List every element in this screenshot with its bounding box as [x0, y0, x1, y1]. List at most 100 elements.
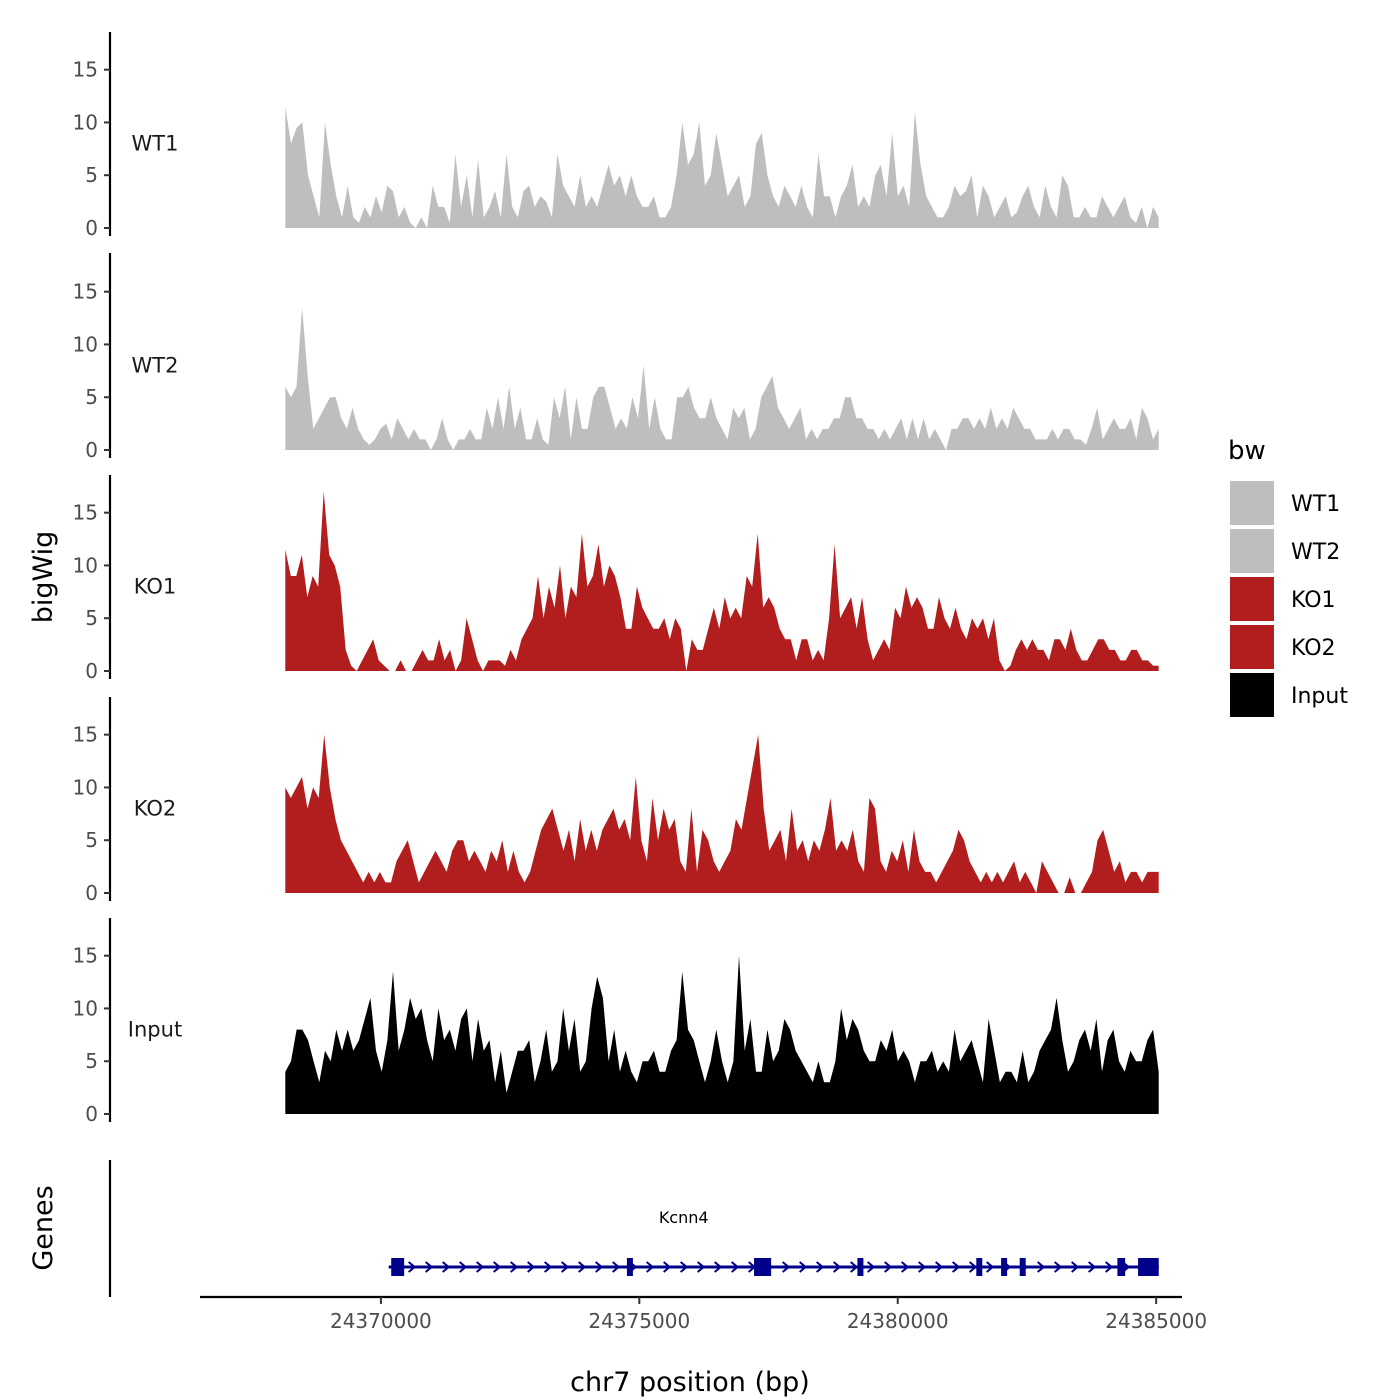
strand-arrow	[935, 1261, 944, 1273]
strand-arrow	[731, 1261, 740, 1273]
strand-arrow	[697, 1261, 706, 1273]
gene-track: Genes Kcnn4	[28, 1160, 1159, 1297]
strand-arrow	[493, 1261, 502, 1273]
strand-arrow	[901, 1261, 910, 1273]
strand-arrow	[799, 1261, 808, 1273]
strand-arrow	[714, 1261, 723, 1273]
y-tick-label: 10	[73, 996, 98, 1020]
strand-arrow	[1037, 1261, 1046, 1273]
legend-label-ko1: KO1	[1291, 588, 1336, 613]
x-tick-label: 24380000	[847, 1309, 949, 1333]
track-wt1: 0 5 10 15 WT1	[73, 32, 1159, 240]
strand-arrow	[578, 1261, 587, 1273]
x-tick-label: 24370000	[330, 1309, 432, 1333]
y-tick-label: 15	[73, 280, 98, 304]
bigwig-tracks: 0 5 10 15 WT1 0 5 10 15 WT2 0 5 10 15 KO1 0 5 10 15 KO2 0 5 10…	[73, 32, 1159, 1126]
y-tick-label: 15	[73, 723, 98, 747]
coverage-area-wt1	[285, 106, 1159, 228]
legend-title: bw	[1228, 436, 1266, 466]
strand-arrow	[1071, 1261, 1080, 1273]
coverage-area-ko1	[285, 491, 1159, 671]
strand-arrow	[952, 1261, 961, 1273]
x-tick-label: 24385000	[1105, 1309, 1207, 1333]
track-input: 0 5 10 15 Input	[73, 918, 1159, 1126]
strand-arrow	[969, 1261, 978, 1273]
strand-arrow	[408, 1261, 417, 1273]
legend-label-wt2: WT2	[1291, 540, 1340, 565]
y-tick-label: 5	[85, 1049, 98, 1073]
strand-arrow	[867, 1261, 876, 1273]
legend-swatch-wt2	[1230, 529, 1274, 573]
strand-arrow	[884, 1261, 893, 1273]
strand-arrow	[663, 1261, 672, 1273]
legend-label-ko2: KO2	[1291, 636, 1336, 661]
strand-arrow	[527, 1261, 536, 1273]
exon	[857, 1258, 864, 1276]
legend: bw WT1 WT2 KO1 KO2 Input	[1228, 436, 1348, 717]
legend-swatch-ko2	[1230, 625, 1274, 669]
strand-arrow	[442, 1261, 451, 1273]
track-ko2: 0 5 10 15 KO2	[73, 697, 1159, 905]
strand-arrow	[544, 1261, 553, 1273]
track-label: Input	[128, 1018, 182, 1042]
gene-track-title: Genes	[28, 1185, 59, 1270]
track-ko1: 0 5 10 15 KO1	[73, 475, 1159, 683]
exon	[1117, 1258, 1126, 1276]
strand-arrow	[1105, 1261, 1114, 1273]
y-tick-label: 15	[73, 58, 98, 82]
y-tick-label: 0	[85, 659, 98, 683]
strand-arrow	[459, 1261, 468, 1273]
strand-arrow	[476, 1261, 485, 1273]
track-label: KO1	[134, 575, 177, 599]
y-tick-label: 10	[73, 775, 98, 799]
strand-arrow	[510, 1261, 519, 1273]
strand-arrow	[425, 1261, 434, 1273]
strand-arrow	[850, 1261, 859, 1273]
track-label: WT2	[132, 354, 179, 378]
strand-arrow	[646, 1261, 655, 1273]
coverage-area-input	[285, 955, 1159, 1114]
legend-swatch-ko1	[1230, 577, 1274, 621]
strand-arrow	[816, 1261, 825, 1273]
strand-arrow	[918, 1261, 927, 1273]
y-tick-label: 0	[85, 881, 98, 905]
y-tick-label: 15	[73, 501, 98, 525]
x-axis: 24370000 24375000 24380000 24385000	[200, 1295, 1207, 1333]
y-tick-label: 0	[85, 438, 98, 462]
y-tick-label: 15	[73, 944, 98, 968]
y-tick-label: 5	[85, 606, 98, 630]
exon	[1019, 1258, 1026, 1276]
strand-arrow	[680, 1261, 689, 1273]
exon	[391, 1258, 405, 1276]
legend-swatch-input	[1230, 673, 1274, 717]
y-tick-label: 10	[73, 332, 98, 356]
exon	[976, 1258, 983, 1276]
track-label: WT1	[132, 132, 179, 156]
exon	[626, 1258, 633, 1276]
y-tick-label: 10	[73, 553, 98, 577]
y-tick-label: 0	[85, 216, 98, 240]
x-axis-title: chr7 position (bp)	[570, 1367, 810, 1398]
x-tick-label: 24375000	[588, 1309, 690, 1333]
track-label: KO2	[134, 797, 177, 821]
strand-arrow	[612, 1261, 621, 1273]
y-tick-label: 5	[85, 385, 98, 409]
exon	[1138, 1258, 1159, 1276]
legend-label-wt1: WT1	[1291, 492, 1340, 517]
strand-arrow	[833, 1261, 842, 1273]
gene-name-label: Kcnn4	[659, 1208, 709, 1227]
exon	[1001, 1258, 1008, 1276]
y-tick-label: 5	[85, 163, 98, 187]
y-tick-label: 0	[85, 1102, 98, 1126]
strand-arrow	[1088, 1261, 1097, 1273]
y-tick-label: 5	[85, 828, 98, 852]
strand-arrow	[986, 1261, 995, 1273]
strand-arrow	[1054, 1261, 1063, 1273]
coverage-area-wt2	[285, 307, 1159, 450]
legend-label-input: Input	[1291, 684, 1348, 709]
track-wt2: 0 5 10 15 WT2	[73, 253, 1159, 462]
exon	[754, 1258, 772, 1276]
coverage-area-ko2	[285, 734, 1159, 893]
legend-swatch-wt1	[1230, 481, 1274, 525]
